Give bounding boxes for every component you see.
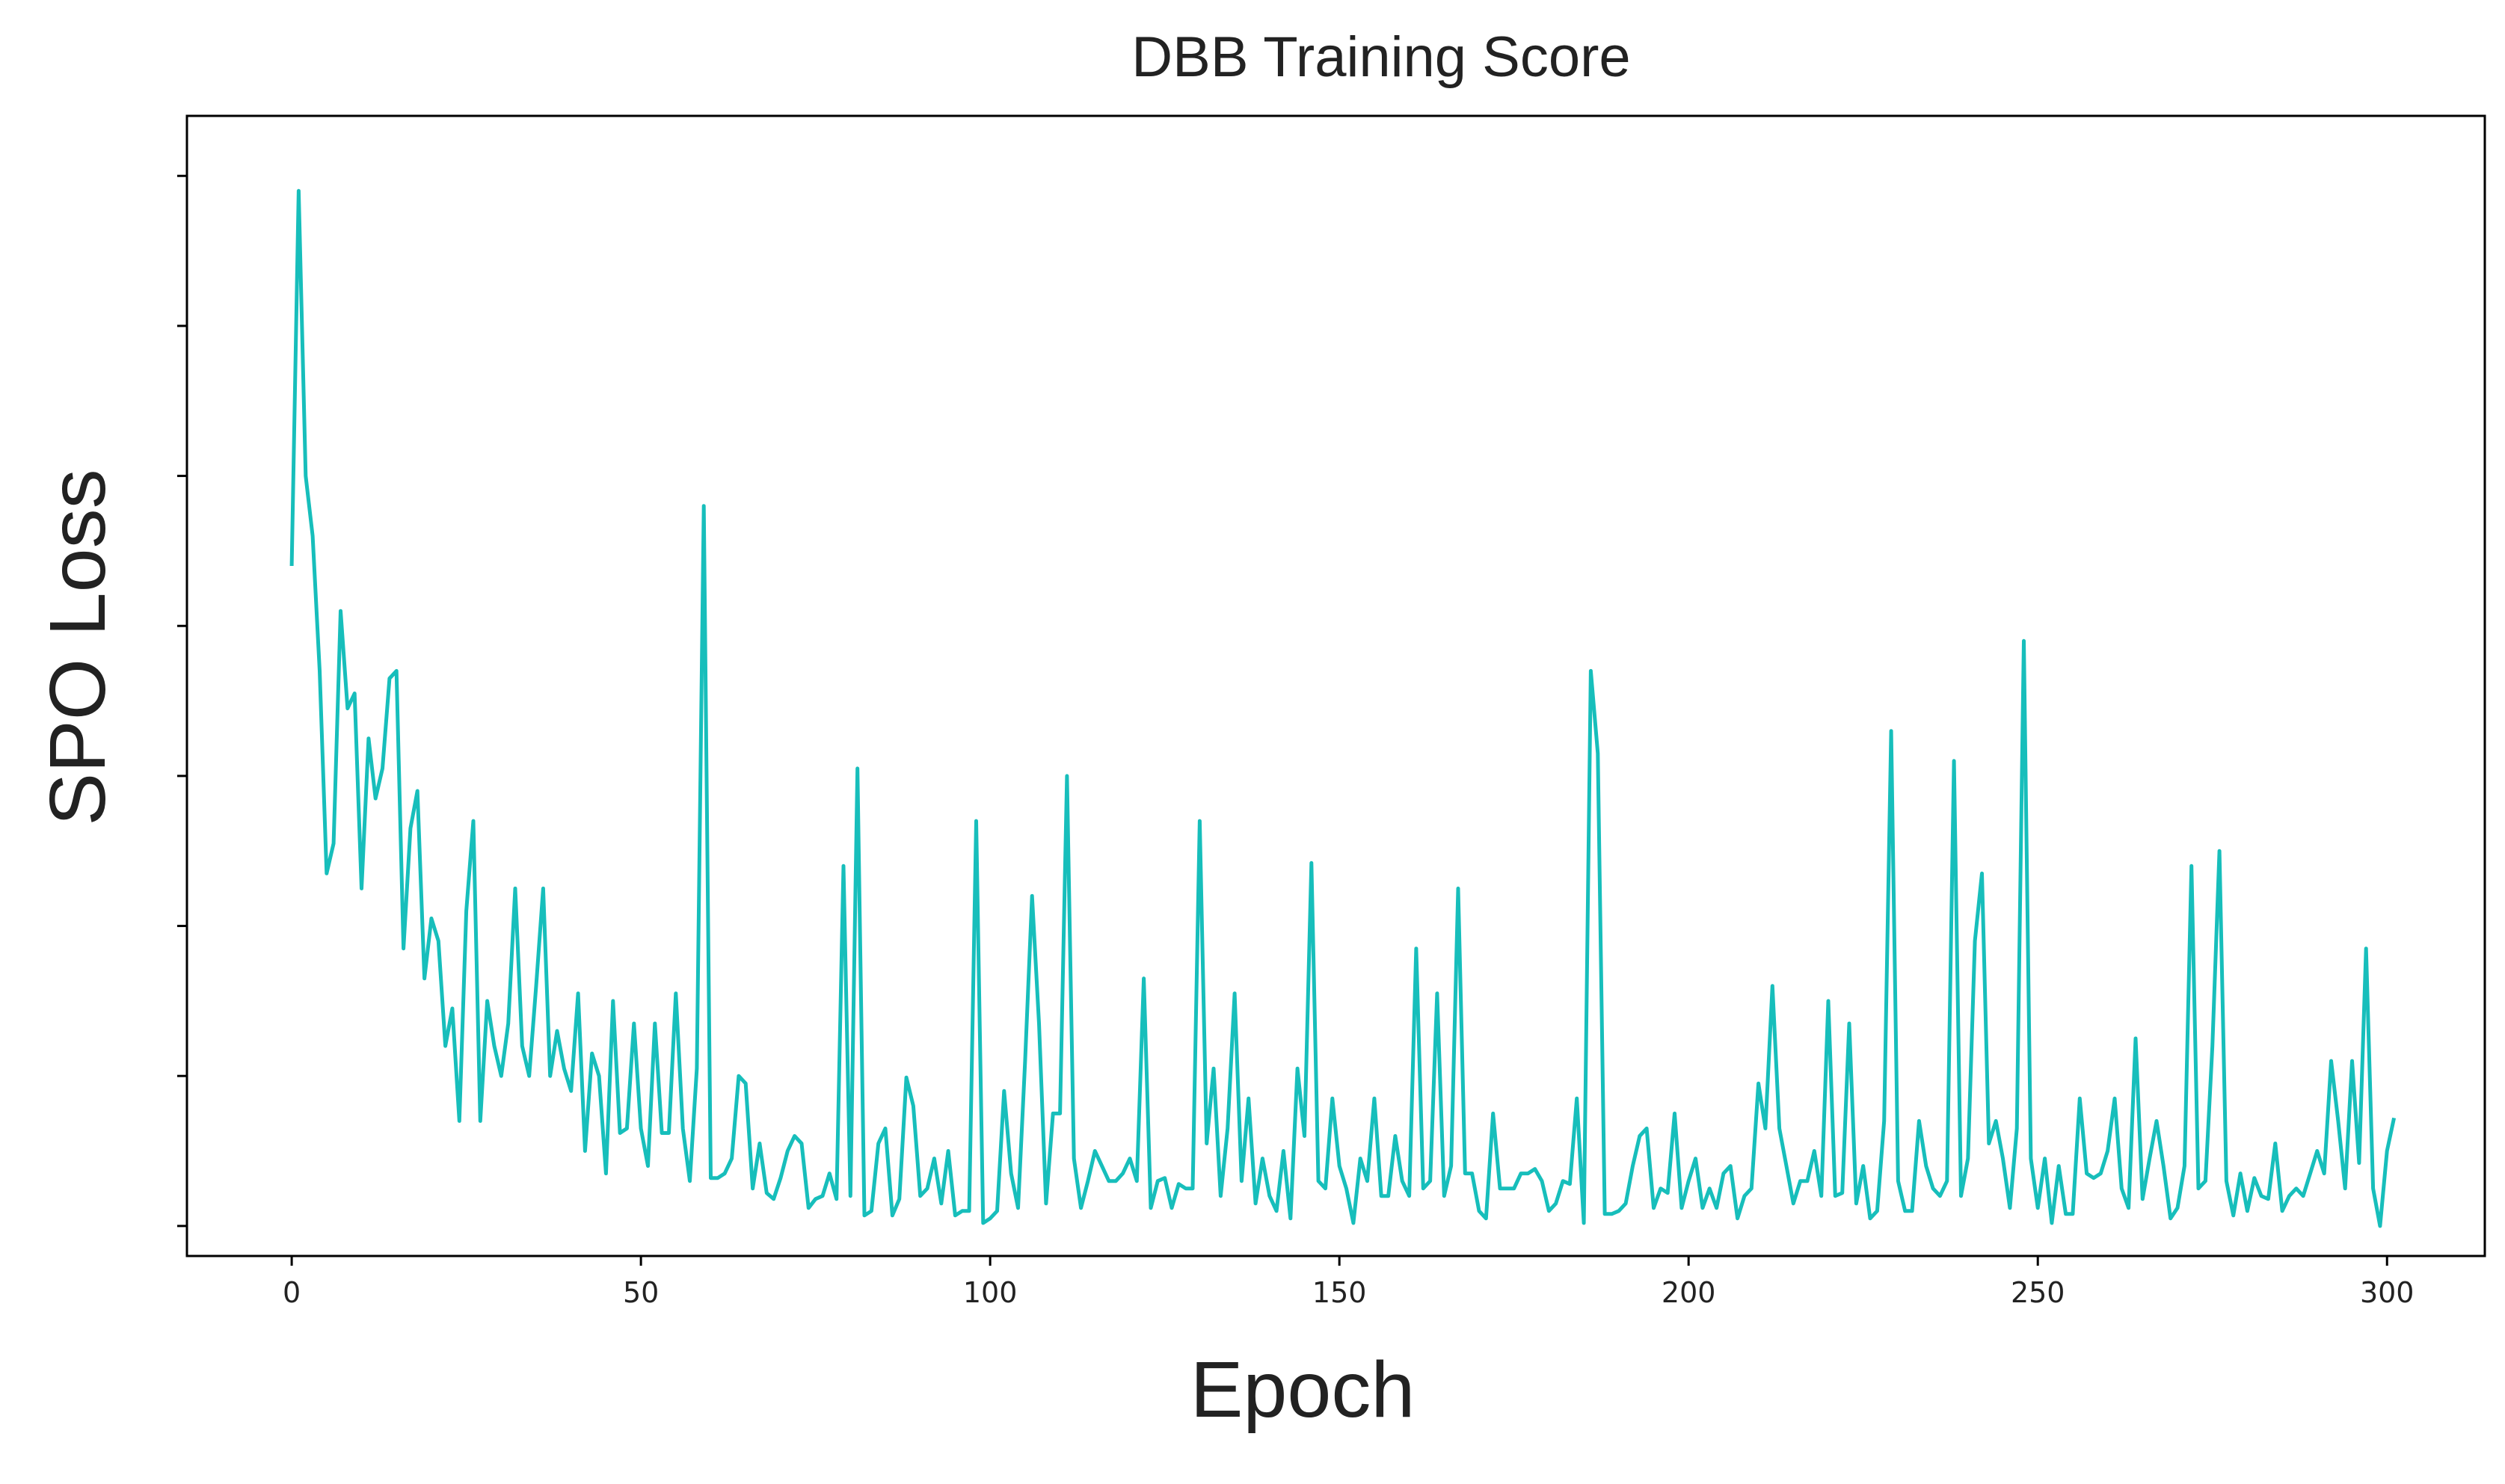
plot-area: [185, 114, 2486, 1257]
chart-title: DBB Training Score: [1131, 25, 1630, 89]
x-tick-label: 150: [1312, 1276, 1367, 1309]
x-axis-label: Epoch: [1190, 1346, 1416, 1434]
series-layer: [289, 188, 2397, 1228]
x-axis-ticks: 0 50 100 150 200 250 300: [283, 1256, 2414, 1309]
y-axis-label: SPO Loss: [34, 469, 122, 825]
x-tick-label: 200: [1662, 1276, 1716, 1309]
x-tick-label: 0: [283, 1276, 301, 1309]
x-tick-label: 100: [963, 1276, 1018, 1309]
series-line: [289, 188, 2397, 1228]
y-axis-ticks: [177, 174, 187, 1228]
x-tick-label: 300: [2360, 1276, 2415, 1309]
x-tick-label: 250: [2011, 1276, 2065, 1309]
x-tick-label: 50: [623, 1276, 659, 1309]
